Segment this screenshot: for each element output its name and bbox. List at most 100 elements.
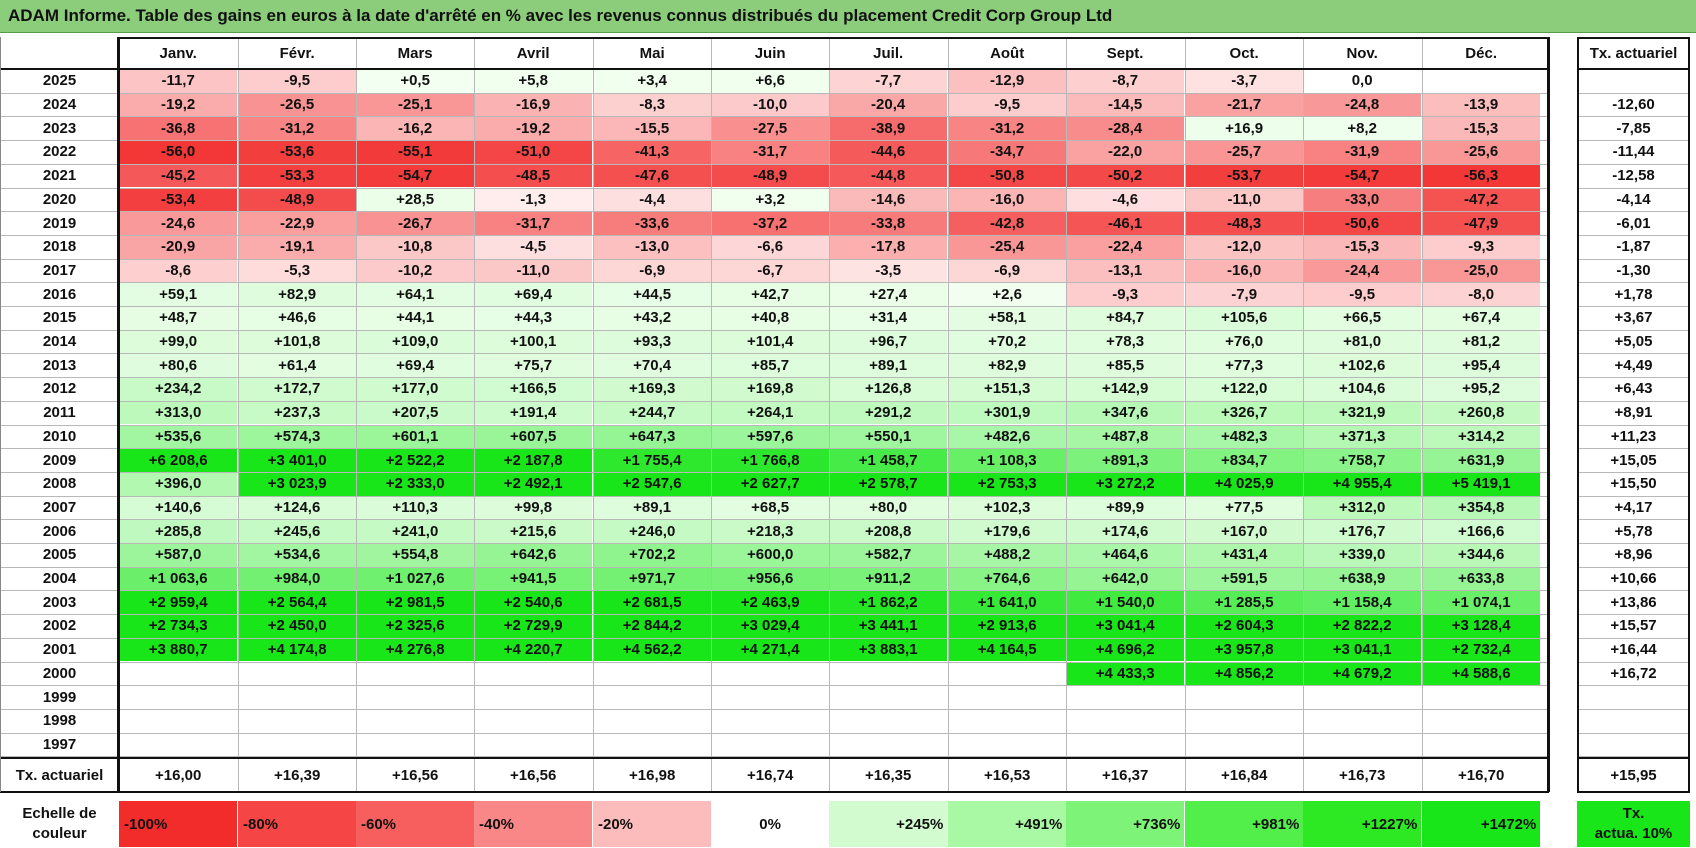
heatmap-cell: +911,2 bbox=[829, 566, 948, 591]
heatmap-cell: -50,2 bbox=[1066, 163, 1185, 188]
heatmap-cell: +1 540,0 bbox=[1066, 590, 1185, 615]
heatmap-cell: +0,5 bbox=[356, 69, 475, 93]
heatmap-cell: -12,9 bbox=[948, 69, 1067, 93]
heatmap-cell: +44,5 bbox=[593, 282, 712, 306]
heatmap-cell: -37,2 bbox=[711, 211, 830, 235]
heatmap-cell: -48,9 bbox=[711, 163, 830, 188]
heatmap-cell: +8,2 bbox=[1303, 116, 1422, 141]
heatmap-cell: +61,4 bbox=[238, 353, 357, 378]
heatmap-cell: +64,1 bbox=[356, 282, 475, 306]
heatmap-cell: +764,6 bbox=[948, 566, 1067, 591]
heatmap-cell: +84,7 bbox=[1066, 306, 1185, 330]
year-label: 2017 bbox=[0, 258, 119, 283]
heatmap-cell: +587,0 bbox=[119, 543, 238, 567]
heatmap-cell: -14,5 bbox=[1066, 92, 1185, 117]
heatmap-cell: -51,0 bbox=[474, 140, 593, 164]
heatmap-cell: +40,8 bbox=[711, 306, 830, 330]
heatmap-cell: -10,0 bbox=[711, 92, 830, 117]
heatmap-cell: +326,7 bbox=[1185, 400, 1304, 425]
heatmap-cell: +339,0 bbox=[1303, 543, 1422, 567]
annual-rate-cell: +1,78 bbox=[1577, 282, 1690, 306]
heatmap-cell: +3 880,7 bbox=[119, 637, 238, 662]
heatmap-cell: +834,7 bbox=[1185, 448, 1304, 472]
heatmap-cell: -20,9 bbox=[119, 234, 238, 259]
heatmap-cell: +582,7 bbox=[829, 543, 948, 567]
heatmap-cell: +631,9 bbox=[1422, 448, 1541, 472]
heatmap-cell: -7,7 bbox=[829, 69, 948, 93]
annual-rate-cell: +5,78 bbox=[1577, 519, 1690, 543]
heatmap-cell: +80,6 bbox=[119, 353, 238, 378]
heatmap-cell: -6,9 bbox=[593, 258, 712, 283]
heatmap-cell: +3 128,4 bbox=[1422, 614, 1541, 638]
heatmap-cell: +4 433,3 bbox=[1066, 661, 1185, 686]
heatmap-cell: +234,2 bbox=[119, 377, 238, 401]
annual-rate-cell: -7,85 bbox=[1577, 116, 1690, 141]
heatmap-cell: +43,2 bbox=[593, 306, 712, 330]
year-label: 2019 bbox=[0, 211, 119, 235]
year-label: 2009 bbox=[0, 448, 119, 472]
heatmap-cell: +488,2 bbox=[948, 543, 1067, 567]
heatmap-cell: +4 562,2 bbox=[593, 637, 712, 662]
year-label: 2000 bbox=[0, 661, 119, 686]
annual-rate-cell: +11,23 bbox=[1577, 424, 1690, 449]
heatmap-cell: -36,8 bbox=[119, 116, 238, 141]
year-label: 2001 bbox=[0, 637, 119, 662]
annual-rate-cell: +16,72 bbox=[1577, 661, 1690, 686]
heatmap-cell bbox=[829, 708, 948, 733]
heatmap-cell: +89,1 bbox=[593, 495, 712, 520]
month-header: Févr. bbox=[238, 37, 357, 69]
year-label: 2018 bbox=[0, 234, 119, 259]
year-label: 2024 bbox=[0, 92, 119, 117]
heatmap-cell: +291,2 bbox=[829, 400, 948, 425]
annual-rate-cell: +8,91 bbox=[1577, 400, 1690, 425]
heatmap-cell: +28,5 bbox=[356, 187, 475, 212]
heatmap-cell: -9,3 bbox=[1066, 282, 1185, 306]
annual-rate-cell: -1,87 bbox=[1577, 234, 1690, 259]
month-header: Mars bbox=[356, 37, 475, 69]
heatmap-cell: -46,1 bbox=[1066, 211, 1185, 235]
heatmap-cell bbox=[119, 732, 238, 757]
heatmap-cell: +176,7 bbox=[1303, 519, 1422, 543]
heatmap-cell: +85,7 bbox=[711, 353, 830, 378]
heatmap-cell: +101,8 bbox=[238, 329, 357, 354]
heatmap-cell: +93,3 bbox=[593, 329, 712, 354]
heatmap-cell: +174,6 bbox=[1066, 519, 1185, 543]
heatmap-cell bbox=[1422, 69, 1541, 93]
heatmap-cell bbox=[593, 685, 712, 709]
heatmap-cell: -25,7 bbox=[1185, 140, 1304, 164]
annual-rate-cell: +15,05 bbox=[1577, 448, 1690, 472]
heatmap-cell: +102,6 bbox=[1303, 353, 1422, 378]
heatmap-cell: -56,0 bbox=[119, 140, 238, 164]
annual-rate-cell: +15,57 bbox=[1577, 614, 1690, 638]
heatmap-cell: +4 588,6 bbox=[1422, 661, 1541, 686]
heatmap-cell: +633,8 bbox=[1422, 566, 1541, 591]
heatmap-cell: +179,6 bbox=[948, 519, 1067, 543]
heatmap-cell: +81,0 bbox=[1303, 329, 1422, 354]
heatmap-cell: +2 450,0 bbox=[238, 614, 357, 638]
heatmap-cell: +69,4 bbox=[474, 282, 593, 306]
heatmap-cell: +607,5 bbox=[474, 424, 593, 449]
heatmap-cell: +321,9 bbox=[1303, 400, 1422, 425]
heatmap-cell: +1 158,4 bbox=[1303, 590, 1422, 615]
heatmap-cell bbox=[948, 685, 1067, 709]
year-label: 2002 bbox=[0, 614, 119, 638]
heatmap-cell: +109,0 bbox=[356, 329, 475, 354]
heatmap-cell: +1 285,5 bbox=[1185, 590, 1304, 615]
heatmap-cell: +99,0 bbox=[119, 329, 238, 354]
year-label: 2020 bbox=[0, 187, 119, 212]
heatmap-cell bbox=[238, 732, 357, 757]
heatmap-cell: -19,2 bbox=[119, 92, 238, 117]
heatmap-cell: -9,5 bbox=[238, 69, 357, 93]
heatmap-cell: +58,1 bbox=[948, 306, 1067, 330]
heatmap-cell: +285,8 bbox=[119, 519, 238, 543]
heatmap-cell: +77,3 bbox=[1185, 353, 1304, 378]
heatmap-cell: -3,7 bbox=[1185, 69, 1304, 93]
year-label: 2015 bbox=[0, 306, 119, 330]
annual-rate-cell: -12,58 bbox=[1577, 163, 1690, 188]
scale-step: -100% bbox=[119, 801, 238, 847]
annual-rate-cell: +13,86 bbox=[1577, 590, 1690, 615]
heatmap-cell: -9,5 bbox=[1303, 282, 1422, 306]
heatmap-cell: -20,4 bbox=[829, 92, 948, 117]
heatmap-cell: +3 272,2 bbox=[1066, 471, 1185, 496]
year-label: 2003 bbox=[0, 590, 119, 615]
